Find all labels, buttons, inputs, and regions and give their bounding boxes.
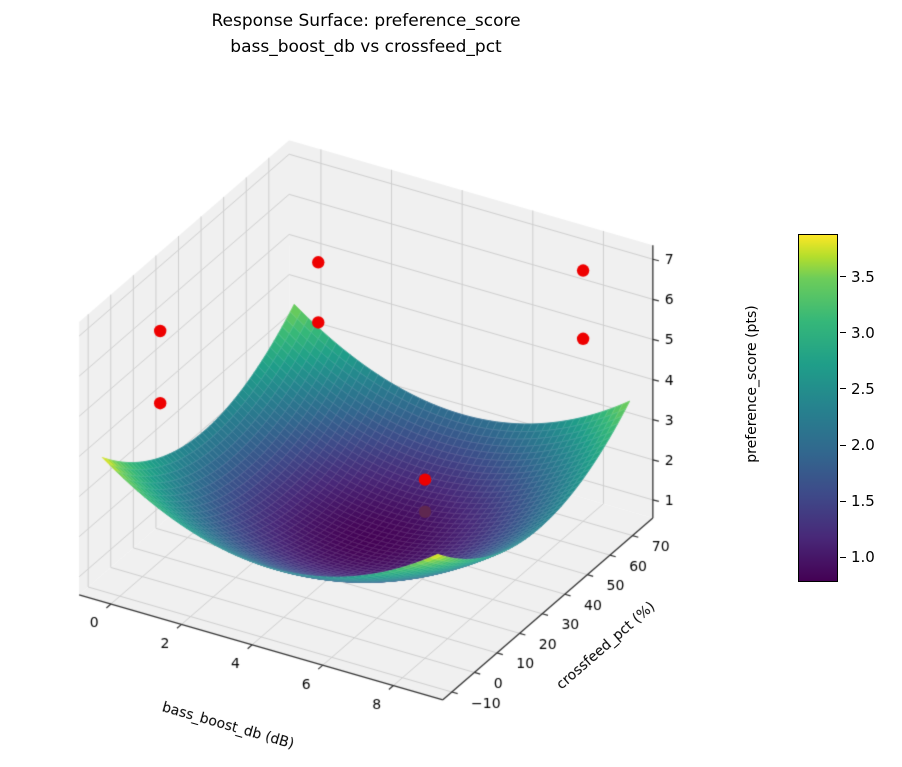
colorbar-gradient <box>798 234 838 582</box>
colorbar-tick-label: 1.0 <box>851 548 875 567</box>
z-axis-label: preference_score (pts) <box>744 305 760 463</box>
colorbar-tick-mark <box>840 332 846 334</box>
colorbar-tick-label: 3.5 <box>851 267 875 286</box>
chart-title-line1: Response Surface: preference_score <box>211 11 521 31</box>
colorbar-tick-mark <box>840 500 846 502</box>
chart-title-line2: bass_boost_db vs crossfeed_pct <box>230 37 502 57</box>
colorbar-tick-label: 2.5 <box>851 379 875 398</box>
colorbar-tick-label: 1.5 <box>851 492 875 511</box>
colorbar-tick-mark <box>840 556 846 558</box>
colorbar-tick-label: 3.0 <box>851 323 875 342</box>
colorbar-tick-mark <box>840 444 846 446</box>
colorbar-tick-label: 2.0 <box>851 436 875 455</box>
colorbar: 1.0 1.5 2.0 2.5 3.0 3.5 <box>798 234 875 582</box>
colorbar-tick-mark <box>840 388 846 390</box>
chart-title: Response Surface: preference_score bass_… <box>211 8 520 60</box>
colorbar-tick-mark <box>840 276 846 278</box>
